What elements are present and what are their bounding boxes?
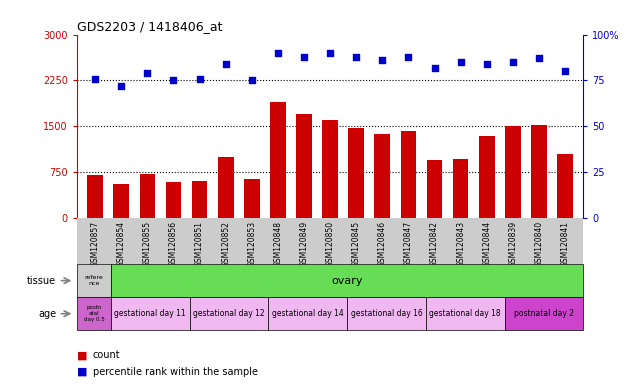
Text: postnatal day 2: postnatal day 2 [514, 309, 574, 318]
Text: GSM120849: GSM120849 [299, 220, 308, 266]
Text: GSM120857: GSM120857 [90, 220, 100, 266]
Text: percentile rank within the sample: percentile rank within the sample [93, 367, 258, 377]
Text: gestational day 12: gestational day 12 [193, 309, 265, 318]
Bar [111, 297, 190, 330]
Bar [479, 136, 495, 218]
Bar [557, 154, 573, 218]
Text: GSM120854: GSM120854 [117, 220, 126, 266]
Point [351, 53, 362, 60]
Bar [269, 297, 347, 330]
Point [534, 55, 544, 61]
Text: GSM120850: GSM120850 [326, 220, 335, 266]
Text: GSM120851: GSM120851 [195, 220, 204, 266]
Text: tissue: tissue [27, 276, 56, 286]
Point [169, 78, 179, 84]
Text: GSM120856: GSM120856 [169, 220, 178, 266]
Bar [505, 126, 520, 218]
Text: GDS2203 / 1418406_at: GDS2203 / 1418406_at [77, 20, 222, 33]
Bar [347, 297, 426, 330]
Text: ■: ■ [77, 350, 87, 360]
Text: gestational day 11: gestational day 11 [114, 309, 186, 318]
Text: postn
atal
day 0.5: postn atal day 0.5 [83, 305, 104, 322]
Bar [426, 297, 504, 330]
Point [560, 68, 570, 74]
Text: GSM120841: GSM120841 [560, 220, 570, 266]
Bar [374, 134, 390, 218]
Bar [531, 125, 547, 218]
Text: GSM120853: GSM120853 [247, 220, 256, 266]
Point [481, 61, 492, 67]
Point [325, 50, 335, 56]
Text: gestational day 16: gestational day 16 [351, 309, 422, 318]
Text: gestational day 18: gestational day 18 [429, 309, 501, 318]
Point [403, 53, 413, 60]
Text: gestational day 14: gestational day 14 [272, 309, 344, 318]
Text: ■: ■ [77, 367, 87, 377]
Bar [77, 297, 111, 330]
Text: GSM120847: GSM120847 [404, 220, 413, 266]
Text: GSM120846: GSM120846 [378, 220, 387, 266]
Point [377, 57, 387, 63]
Point [299, 53, 309, 60]
Text: GSM120844: GSM120844 [482, 220, 491, 266]
Point [456, 59, 466, 65]
Text: ovary: ovary [331, 276, 363, 286]
Bar [113, 184, 129, 218]
Text: GSM120848: GSM120848 [274, 220, 283, 266]
Bar [504, 297, 583, 330]
Text: refere
nce: refere nce [85, 275, 103, 286]
Bar [349, 127, 364, 218]
Bar [453, 159, 469, 218]
Point [90, 76, 101, 82]
Point [247, 78, 257, 84]
Point [429, 65, 440, 71]
Bar [192, 181, 208, 218]
Bar [87, 175, 103, 218]
Bar [401, 131, 416, 218]
Text: GSM120843: GSM120843 [456, 220, 465, 266]
Text: GSM120855: GSM120855 [143, 220, 152, 266]
Bar [296, 114, 312, 218]
Bar [322, 120, 338, 218]
Bar [77, 264, 111, 297]
Point [194, 76, 204, 82]
Text: GSM120852: GSM120852 [221, 220, 230, 266]
Bar [190, 297, 269, 330]
Point [221, 61, 231, 67]
Text: count: count [93, 350, 121, 360]
Text: GSM120842: GSM120842 [430, 220, 439, 266]
Point [142, 70, 153, 76]
Point [508, 59, 518, 65]
Bar [165, 182, 181, 218]
Text: GSM120839: GSM120839 [508, 220, 517, 266]
Bar [244, 179, 260, 218]
Bar [427, 160, 442, 218]
Text: age: age [38, 309, 56, 319]
Text: GSM120840: GSM120840 [535, 220, 544, 266]
Bar [270, 102, 286, 218]
Text: GSM120845: GSM120845 [352, 220, 361, 266]
Bar [140, 174, 155, 218]
Point [273, 50, 283, 56]
Point [116, 83, 126, 89]
Bar [218, 157, 233, 218]
